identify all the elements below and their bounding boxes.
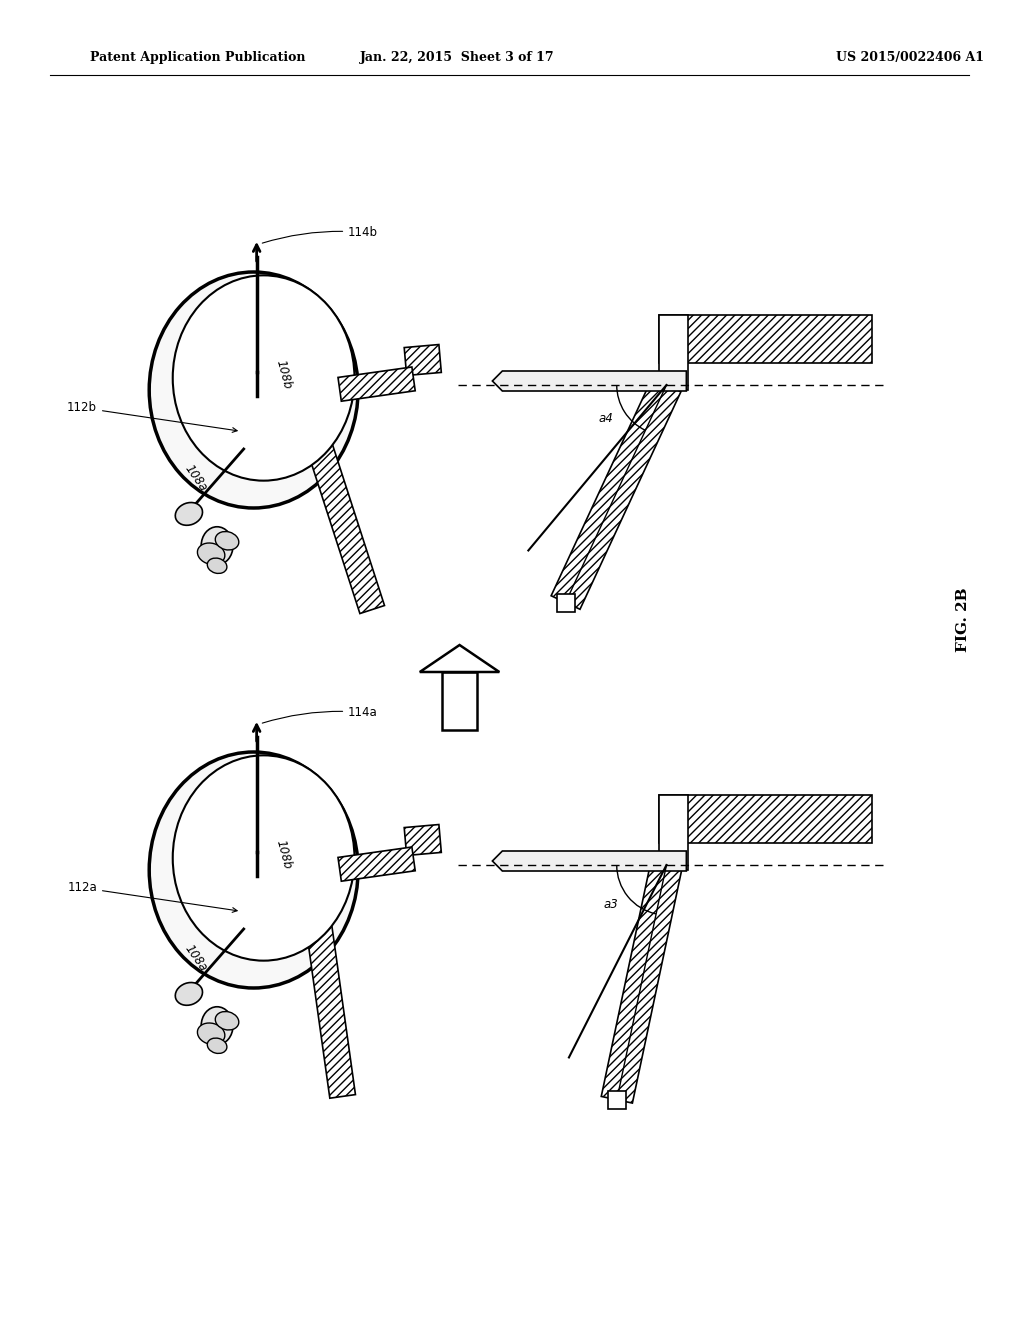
Ellipse shape [175,503,203,525]
Ellipse shape [150,272,358,508]
Bar [658,315,688,389]
Ellipse shape [198,1023,225,1044]
Ellipse shape [207,558,227,573]
Text: 114a: 114a [262,706,378,723]
Polygon shape [338,367,415,401]
Ellipse shape [215,1011,239,1030]
Text: US 2015/0022406 A1: US 2015/0022406 A1 [836,50,984,63]
Text: 108b: 108b [273,359,294,391]
Polygon shape [338,847,415,882]
Polygon shape [441,672,477,730]
Text: Patent Application Publication: Patent Application Publication [89,50,305,63]
Text: a3: a3 [603,898,618,911]
Polygon shape [404,825,441,855]
Polygon shape [601,862,682,1104]
Text: a4: a4 [599,412,613,425]
Ellipse shape [201,1007,233,1044]
Ellipse shape [175,982,203,1006]
Bar [557,594,574,611]
Text: 114b: 114b [262,226,378,243]
Ellipse shape [201,527,233,565]
Ellipse shape [173,276,354,480]
Text: 108b: 108b [273,838,294,871]
Polygon shape [306,440,384,614]
Bar [658,315,872,363]
Polygon shape [493,851,686,871]
Ellipse shape [207,1038,227,1053]
Text: Jan. 22, 2015  Sheet 3 of 17: Jan. 22, 2015 Sheet 3 of 17 [360,50,555,63]
Polygon shape [493,371,686,391]
Bar [658,795,688,870]
Polygon shape [404,345,441,375]
Text: 112b: 112b [67,401,238,433]
Ellipse shape [150,752,358,987]
Text: 108a: 108a [182,462,210,495]
Polygon shape [420,645,500,672]
Bar [658,795,872,843]
Text: FIG. 2B: FIG. 2B [955,587,970,652]
Polygon shape [305,921,355,1098]
Ellipse shape [215,532,239,550]
Ellipse shape [173,755,354,961]
Bar [608,1090,626,1109]
Polygon shape [551,379,681,610]
Ellipse shape [198,543,225,565]
Text: 112a: 112a [68,882,238,912]
Text: 108a: 108a [182,942,210,974]
